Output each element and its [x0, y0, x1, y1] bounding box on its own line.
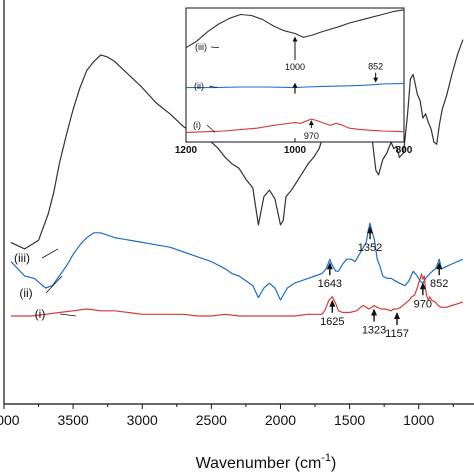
inset-x-tick-label-800: 800: [396, 145, 413, 156]
annotation-label-1625: 1625: [320, 316, 344, 328]
inset-x-tick-label-1200: 1200: [175, 145, 198, 156]
inset-series-line-iii: [185, 9, 405, 49]
x-tick-label-3000: 3000: [127, 412, 158, 428]
series-label-iii: (iii): [14, 251, 30, 265]
annotation-arrowhead-970: [419, 282, 426, 290]
annotation-label-1323: 1323: [362, 325, 386, 337]
inset-marker-arrowhead: [292, 82, 298, 88]
main-plot: 4000350030002500200015001000(iii)(ii)(i)…: [0, 0, 474, 428]
annotation-label-852: 852: [430, 278, 448, 290]
inset-series-leader-iii: [210, 46, 220, 49]
inset-series-label-ii: (ii): [194, 81, 204, 91]
inset-annotation-arrowhead-1000: [292, 36, 298, 42]
x-axis-title: Wavenumber (cm-1): [196, 452, 337, 472]
x-tick-label-1000: 1000: [403, 412, 434, 428]
annotation-arrowhead-1352: [367, 226, 374, 234]
series-label-i: (i): [35, 307, 46, 321]
series-label-ii: (ii): [19, 286, 32, 300]
inset-series-leader-i: [206, 124, 216, 133]
inset-series-line-i: [185, 118, 405, 133]
x-tick-label-3500: 3500: [58, 412, 89, 428]
annotation-label-1157: 1157: [385, 328, 409, 340]
inset-annotation-label-1000: 1000: [285, 62, 305, 72]
inset-series-line-ii: [186, 82, 405, 89]
annotation-arrowhead-1643: [326, 262, 333, 270]
annotation-arrowhead-1625: [329, 299, 336, 307]
series-leader-i: [59, 313, 77, 317]
x-tick-label-4000: 4000: [0, 412, 20, 428]
series-line-ii: [10, 222, 464, 301]
inset-plot: 1200 1000 800 (iii) (ii) (i) 1000 852 970: [175, 7, 413, 156]
annotation-arrowhead-1323: [371, 308, 378, 316]
inset-x-tick-label-1000: 1000: [284, 145, 307, 156]
annotation-arrowhead-852: [436, 262, 443, 270]
series-leader-ii: [45, 275, 63, 294]
inset-annotation-arrowhead-970: [308, 120, 314, 126]
inset-series-label-iii: (iii): [195, 42, 207, 52]
x-tick-label-2500: 2500: [196, 412, 227, 428]
inset-series-label-i: (i): [193, 120, 201, 130]
x-tick-label-1500: 1500: [334, 412, 365, 428]
annotation-label-970: 970: [414, 298, 432, 310]
series-leader-iii: [41, 248, 59, 259]
annotation-label-1352: 1352: [358, 242, 382, 254]
inset-series-leader-ii: [208, 85, 218, 88]
inset-frame: [185, 7, 405, 143]
annotation-label-1643: 1643: [318, 278, 342, 290]
annotation-arrowhead-1157: [394, 312, 401, 319]
inset-annotation-arrowhead-852: [373, 77, 379, 83]
series-line-i: [10, 273, 464, 317]
inset-annotation-label-970: 970: [304, 131, 319, 141]
x-tick-label-2000: 2000: [265, 412, 296, 428]
inset-annotation-label-852: 852: [368, 62, 383, 72]
